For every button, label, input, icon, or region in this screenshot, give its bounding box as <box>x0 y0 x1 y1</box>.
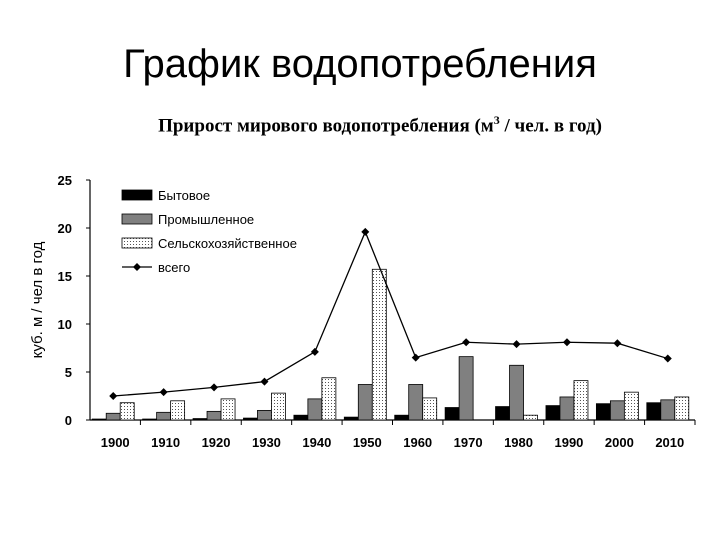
total-line-path <box>113 230 668 397</box>
bar-industrial <box>307 398 323 421</box>
slide-title: График водопотребления <box>123 42 597 86</box>
chart-legend: Бытовое Промышленное Сельскохозяйственное в… <box>121 188 297 275</box>
bar-industrial <box>357 384 373 421</box>
total-line-point <box>260 377 269 386</box>
bar-domestic <box>646 402 662 421</box>
x-tick-label: 1930 <box>252 435 281 450</box>
legend-line-marker <box>133 263 141 271</box>
bar-agricultural <box>371 268 387 421</box>
bar-agricultural <box>170 400 186 421</box>
legend-label: Бытовое <box>158 188 210 203</box>
bar-agricultural <box>119 402 135 421</box>
chart-title-tail: / чел. в год) <box>499 115 602 137</box>
bar-domestic <box>394 414 410 421</box>
total-line-point <box>310 347 319 356</box>
x-tick-label: 1980 <box>504 435 533 450</box>
x-tick-label: 1910 <box>151 435 180 450</box>
bar-domestic <box>595 403 611 421</box>
bar-domestic <box>192 418 208 421</box>
total-line-point <box>159 388 168 397</box>
y-tick-label: 0 <box>65 413 72 428</box>
total-line-point <box>512 340 521 349</box>
bar-agricultural <box>271 392 286 421</box>
x-tick-label: 1920 <box>202 435 231 450</box>
legend-swatch <box>121 189 153 201</box>
bar-domestic <box>495 406 510 421</box>
x-tick-label: 2000 <box>605 435 634 450</box>
x-tick-label: 1900 <box>101 435 130 450</box>
bar-industrial <box>509 364 524 421</box>
total-line-point <box>613 339 622 348</box>
x-tick-label: 1970 <box>454 435 483 450</box>
chart-title-main: Прирост мирового водопотребления (м <box>158 115 494 137</box>
bar-industrial <box>408 384 424 421</box>
total-line-point <box>663 354 672 363</box>
bar-agricultural <box>321 377 337 421</box>
chart-total-line <box>109 227 672 400</box>
bar-industrial <box>105 412 121 421</box>
bar-industrial <box>609 400 625 421</box>
legend-swatch <box>121 237 153 249</box>
total-line-point <box>210 383 219 392</box>
y-axis-label: куб. м / чел в год <box>29 241 46 358</box>
bar-industrial <box>206 410 222 421</box>
y-tick-label: 15 <box>58 269 72 284</box>
x-tick-label: 2010 <box>655 435 684 450</box>
x-tick-label: 1940 <box>302 435 331 450</box>
bar-agricultural <box>523 414 538 421</box>
total-line-point <box>411 353 420 362</box>
bar-domestic <box>545 405 561 421</box>
bar-industrial <box>156 411 172 421</box>
x-tick-label: 1990 <box>554 435 583 450</box>
x-tick-label: 1950 <box>353 435 382 450</box>
y-tick-label: 5 <box>65 365 72 380</box>
chart-bars <box>91 268 690 421</box>
total-line-point <box>361 227 370 236</box>
bar-agricultural <box>573 380 589 421</box>
bar-industrial <box>660 399 676 421</box>
bar-industrial <box>559 396 575 421</box>
bar-domestic <box>343 416 359 421</box>
bar-domestic <box>243 417 258 421</box>
bar-agricultural <box>220 398 236 421</box>
bar-industrial <box>257 409 272 421</box>
chart-axes: 0 5 10 15 20 25 1900 1910 1920 1930 1940 1950 1960 19… <box>58 173 696 450</box>
bar-domestic <box>142 418 158 421</box>
y-tick-label: 25 <box>58 173 72 188</box>
legend-label: всего <box>158 260 190 275</box>
bar-agricultural <box>674 396 690 421</box>
chart-title: Прирост мирового водопотребления (м3 / ч… <box>0 113 720 137</box>
bar-agricultural <box>623 391 639 421</box>
total-line-point <box>109 392 118 400</box>
legend-label: Промышленное <box>158 212 254 227</box>
bar-domestic <box>293 414 309 421</box>
x-tick-label: 1960 <box>403 435 432 450</box>
y-tick-label: 20 <box>58 221 72 236</box>
legend-label: Сельскохозяйственное <box>158 236 297 251</box>
chart-title-sup: 3 <box>493 113 500 127</box>
bar-domestic <box>444 407 460 421</box>
total-line-point <box>462 338 471 347</box>
y-tick-label: 10 <box>58 317 72 332</box>
bar-agricultural <box>422 397 438 421</box>
total-line-point <box>562 338 571 347</box>
bar-domestic <box>91 418 107 421</box>
legend-swatch <box>121 213 153 225</box>
bar-industrial <box>458 356 474 421</box>
